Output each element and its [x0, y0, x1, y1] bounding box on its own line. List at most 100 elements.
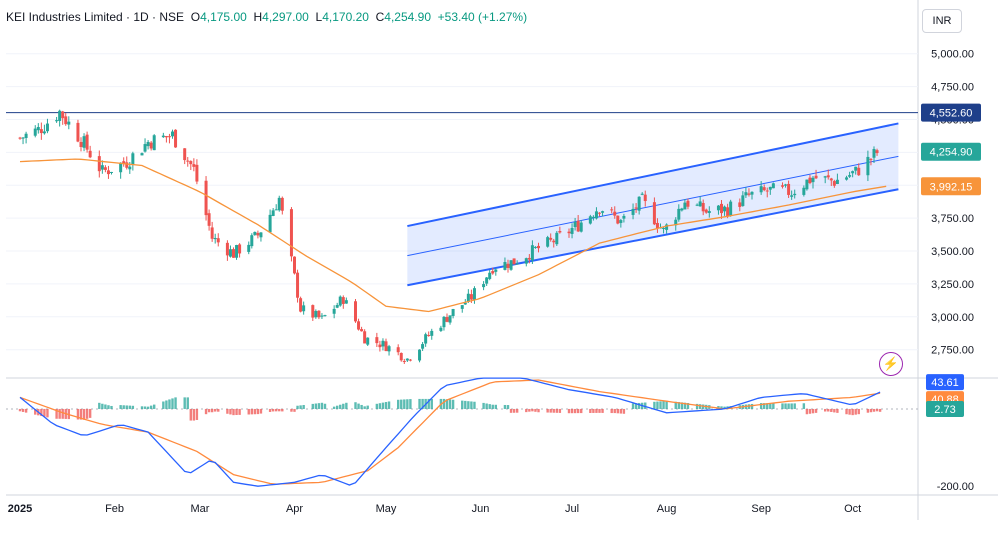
candle-up[interactable]: [405, 358, 409, 361]
candle-up[interactable]: [320, 315, 324, 317]
candle-down[interactable]: [85, 134, 89, 150]
candle-up[interactable]: [601, 211, 605, 213]
moving-average-line[interactable]: [19, 158, 887, 313]
candle-up[interactable]: [802, 187, 806, 195]
candle-down[interactable]: [549, 237, 553, 240]
candle-up[interactable]: [482, 284, 486, 288]
candle-up[interactable]: [460, 305, 464, 309]
candle-up[interactable]: [451, 309, 455, 316]
candle-down[interactable]: [317, 310, 321, 318]
candle-up[interactable]: [784, 184, 788, 186]
candle-up[interactable]: [344, 300, 348, 304]
candle-down[interactable]: [726, 207, 730, 217]
candle-up[interactable]: [110, 171, 113, 173]
candle-down[interactable]: [64, 116, 68, 125]
candle-down[interactable]: [558, 230, 562, 233]
candle-up[interactable]: [463, 302, 467, 305]
candle-down[interactable]: [289, 209, 293, 257]
candle-down[interactable]: [360, 329, 364, 332]
candle-down[interactable]: [826, 175, 830, 178]
candle-down[interactable]: [357, 321, 361, 330]
candle-down[interactable]: [106, 170, 110, 175]
candle-down[interactable]: [256, 232, 260, 236]
candle-down[interactable]: [512, 258, 516, 265]
candle-down[interactable]: [61, 111, 65, 119]
candle-up[interactable]: [235, 245, 239, 258]
candle-down[interactable]: [399, 352, 403, 361]
candle-up[interactable]: [146, 141, 150, 147]
candle-up[interactable]: [55, 120, 59, 122]
candle-down[interactable]: [655, 222, 659, 229]
candle-up[interactable]: [570, 227, 574, 234]
candle-down[interactable]: [527, 257, 531, 260]
candle-down[interactable]: [396, 347, 400, 353]
candle-up[interactable]: [588, 216, 592, 224]
candle-up[interactable]: [274, 209, 278, 211]
candle-down[interactable]: [598, 212, 601, 214]
candle-up[interactable]: [314, 310, 318, 318]
candle-down[interactable]: [491, 271, 495, 274]
candle-up[interactable]: [823, 176, 827, 178]
candle-up[interactable]: [793, 193, 797, 196]
candle-up[interactable]: [24, 133, 28, 138]
candle-down[interactable]: [857, 167, 861, 176]
candle-down[interactable]: [363, 331, 367, 344]
channel-mid-line[interactable]: [407, 155, 899, 257]
currency-button[interactable]: INR: [922, 9, 962, 33]
candle-up[interactable]: [515, 263, 519, 265]
candle-down[interactable]: [299, 298, 303, 312]
candle-up[interactable]: [277, 197, 281, 211]
candle-up[interactable]: [723, 206, 727, 212]
macd-signal-line[interactable]: [19, 379, 881, 485]
candle-down[interactable]: [216, 238, 220, 243]
candle-up[interactable]: [683, 202, 687, 210]
candle-up[interactable]: [848, 175, 852, 177]
candle-down[interactable]: [97, 156, 101, 172]
candle-up[interactable]: [488, 272, 492, 279]
candle-down[interactable]: [88, 150, 92, 158]
candle-up[interactable]: [161, 135, 165, 138]
candle-down[interactable]: [829, 178, 833, 181]
candle-down[interactable]: [762, 187, 766, 191]
candle-up[interactable]: [439, 327, 443, 331]
candle-up[interactable]: [805, 179, 809, 190]
candle-up[interactable]: [494, 269, 498, 272]
candle-up[interactable]: [790, 195, 794, 197]
candle-up[interactable]: [533, 246, 537, 248]
candle-up[interactable]: [750, 191, 754, 195]
candle-up[interactable]: [744, 192, 748, 196]
candle-up[interactable]: [662, 227, 666, 229]
candle-down[interactable]: [643, 194, 647, 202]
candle-up[interactable]: [622, 215, 626, 219]
candle-up[interactable]: [573, 221, 577, 228]
candle-up[interactable]: [213, 237, 217, 240]
candle-up[interactable]: [741, 195, 745, 206]
candle-up[interactable]: [509, 260, 513, 270]
candle-down[interactable]: [311, 305, 315, 318]
candle-down[interactable]: [701, 202, 705, 212]
candle-down[interactable]: [869, 158, 873, 160]
candle-up[interactable]: [546, 237, 550, 247]
candle-up[interactable]: [421, 344, 425, 349]
candle-up[interactable]: [872, 148, 876, 158]
macd-line[interactable]: [19, 377, 881, 487]
candle-up[interactable]: [335, 305, 339, 308]
candle-up[interactable]: [128, 166, 132, 170]
symbol-name[interactable]: KEI Industries Limited · 1D · NSE: [6, 10, 185, 24]
candle-down[interactable]: [576, 220, 580, 232]
candle-down[interactable]: [814, 175, 818, 179]
candle-up[interactable]: [143, 144, 147, 152]
candle-up[interactable]: [640, 193, 644, 195]
candle-up[interactable]: [430, 330, 434, 336]
candle-down[interactable]: [506, 263, 510, 268]
candle-up[interactable]: [33, 128, 37, 136]
candle-down[interactable]: [189, 161, 193, 165]
candle-up[interactable]: [171, 131, 174, 137]
candle-up[interactable]: [466, 293, 470, 302]
candle-up[interactable]: [366, 337, 370, 345]
candle-up[interactable]: [268, 214, 272, 233]
candle-down[interactable]: [296, 272, 300, 298]
candle-down[interactable]: [280, 197, 284, 211]
candle-up[interactable]: [472, 288, 476, 300]
